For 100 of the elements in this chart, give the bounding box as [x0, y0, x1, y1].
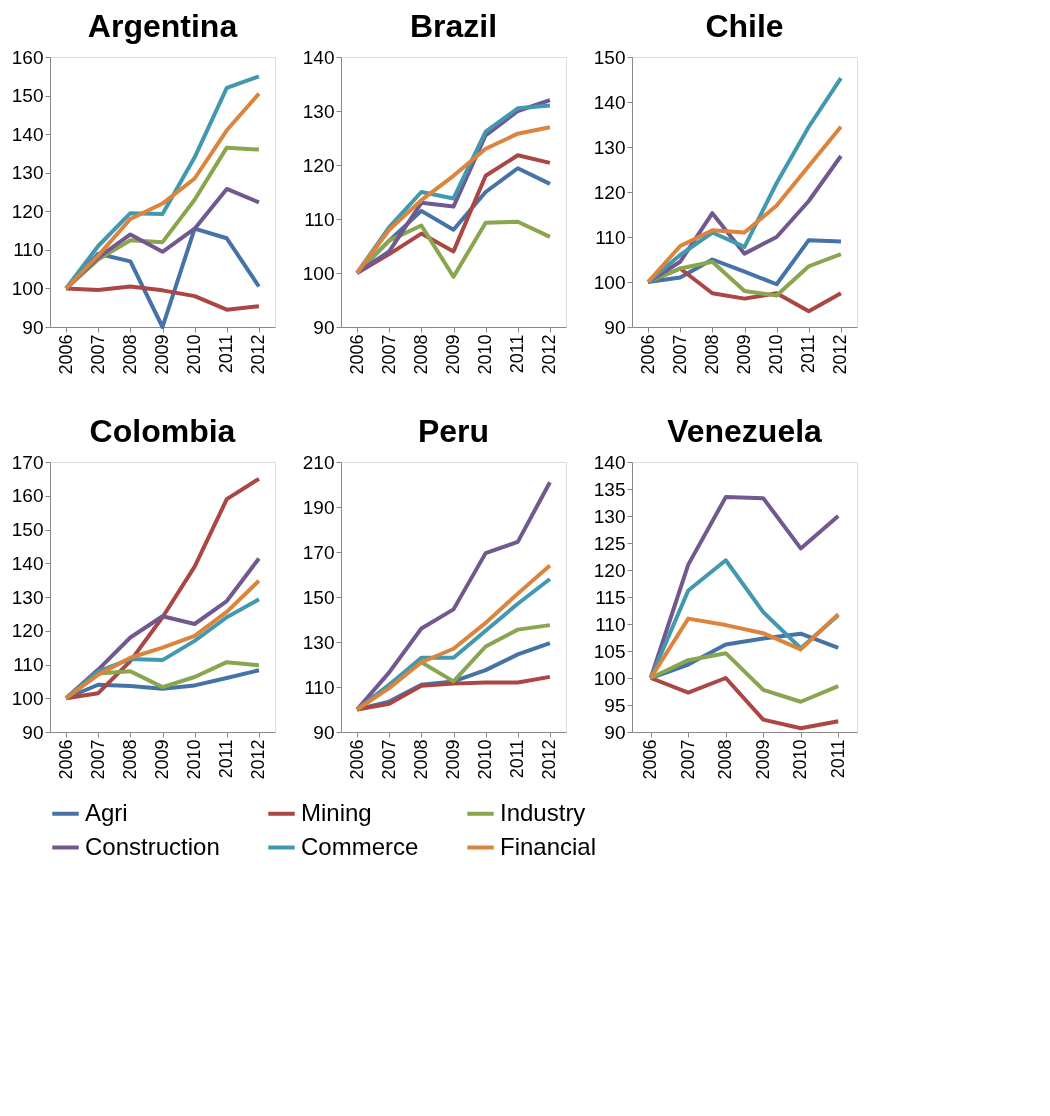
x-tick-label: 2006 [55, 739, 76, 780]
x-tick-label: 2006 [640, 739, 661, 780]
y-tick-label: 120 [11, 200, 44, 222]
y-tick-label: 90 [313, 721, 335, 743]
y-tick-label: 90 [313, 316, 335, 338]
line-series [648, 676, 841, 731]
x-tick-label: 2011 [216, 334, 237, 374]
line-series [646, 252, 843, 298]
y-tick-label: 90 [22, 316, 44, 338]
legend-label: Mining [301, 798, 372, 826]
y-tick-label: 120 [593, 559, 626, 581]
x-tick-label: 2009 [443, 334, 463, 375]
x-tick-label: 2006 [55, 334, 76, 375]
y-tick-label: 160 [11, 485, 44, 507]
y-tick-label: 210 [302, 451, 335, 473]
line-series [646, 238, 843, 287]
y-tick-label: 100 [593, 667, 626, 689]
x-tick-label: 2008 [410, 739, 431, 780]
y-tick-label: 140 [302, 46, 335, 68]
line-series [646, 76, 843, 284]
x-tick-label: 2007 [87, 334, 108, 375]
y-tick-label: 135 [593, 478, 626, 500]
x-tick-label: 2010 [790, 739, 811, 780]
x-tick-label: 2007 [87, 739, 108, 780]
y-tick-label: 110 [13, 239, 44, 261]
chart-title: Venezuela [667, 413, 823, 449]
line-series [64, 476, 261, 701]
y-tick-label: 170 [11, 451, 44, 473]
x-tick-label: 2010 [475, 739, 496, 780]
y-tick-label: 110 [304, 208, 335, 230]
x-tick-label: 2009 [443, 739, 463, 780]
x-tick-label: 2007 [677, 739, 698, 780]
y-tick-label: 170 [302, 541, 335, 563]
y-tick-label: 140 [11, 552, 44, 574]
x-tick-label: 2011 [798, 334, 819, 374]
x-tick-label: 2011 [507, 334, 528, 374]
line-series [355, 674, 552, 712]
y-tick-label: 90 [604, 721, 626, 743]
line-series [646, 124, 843, 284]
y-tick-label: 110 [304, 676, 335, 698]
y-tick-label: 110 [595, 226, 626, 248]
x-tick-label: 2009 [152, 334, 172, 375]
y-tick-label: 120 [11, 620, 44, 642]
x-tick-label: 2009 [752, 739, 773, 780]
y-tick-label: 150 [302, 586, 335, 608]
y-tick-label: 120 [593, 181, 626, 203]
y-tick-label: 130 [593, 505, 626, 527]
line-series [64, 284, 261, 312]
y-tick-label: 130 [11, 162, 44, 184]
legend-label: Financial [500, 832, 597, 860]
y-tick-label: 130 [302, 100, 335, 122]
x-tick-label: 2007 [378, 739, 399, 780]
x-tick-label: 2006 [346, 739, 367, 780]
y-tick-label: 100 [302, 262, 335, 284]
y-tick-label: 90 [604, 316, 626, 338]
line-series [648, 651, 841, 704]
line-series [648, 612, 841, 680]
y-tick-label: 130 [302, 631, 335, 653]
x-tick-label: 2008 [119, 334, 140, 375]
legend-label: Industry [500, 798, 586, 826]
x-tick-label: 2009 [734, 334, 754, 375]
x-tick-label: 2011 [507, 739, 528, 779]
x-tick-label: 2010 [475, 334, 496, 375]
x-tick-label: 2011 [216, 739, 237, 779]
x-tick-label: 2008 [715, 739, 736, 780]
y-tick-label: 115 [595, 586, 626, 608]
y-tick-label: 140 [593, 91, 626, 113]
y-tick-label: 90 [22, 721, 44, 743]
legend-label: Agri [85, 798, 128, 826]
y-tick-label: 100 [593, 271, 626, 293]
y-tick-label: 150 [593, 46, 626, 68]
y-tick-label: 140 [11, 123, 44, 145]
x-tick-label: 2012 [248, 334, 269, 375]
x-tick-label: 2010 [766, 334, 787, 375]
y-tick-label: 110 [595, 613, 626, 635]
y-tick-label: 95 [604, 694, 626, 716]
x-tick-label: 2008 [119, 739, 140, 780]
line-series [64, 578, 261, 701]
y-tick-label: 150 [11, 85, 44, 107]
legend-label: Construction [85, 832, 220, 860]
x-tick-label: 2010 [184, 334, 205, 375]
chart-title: Argentina [87, 8, 238, 44]
y-tick-label: 100 [11, 687, 44, 709]
y-tick-label: 140 [593, 451, 626, 473]
line-series [648, 495, 841, 680]
chart-title: Brazil [409, 8, 498, 44]
x-tick-label: 2007 [378, 334, 399, 375]
x-tick-label: 2012 [830, 334, 851, 375]
y-tick-label: 130 [593, 136, 626, 158]
y-tick-label: 150 [11, 519, 44, 540]
x-tick-label: 2011 [827, 739, 848, 779]
x-tick-label: 2006 [346, 334, 367, 375]
x-tick-label: 2012 [539, 334, 560, 375]
y-tick-label: 130 [11, 586, 44, 608]
y-tick-label: 160 [11, 46, 44, 68]
y-tick-label: 105 [593, 640, 626, 662]
chart-title: Chile [705, 8, 784, 44]
y-tick-label: 125 [593, 532, 626, 554]
y-tick-label: 110 [13, 654, 44, 675]
x-tick-label: 2010 [184, 739, 205, 780]
